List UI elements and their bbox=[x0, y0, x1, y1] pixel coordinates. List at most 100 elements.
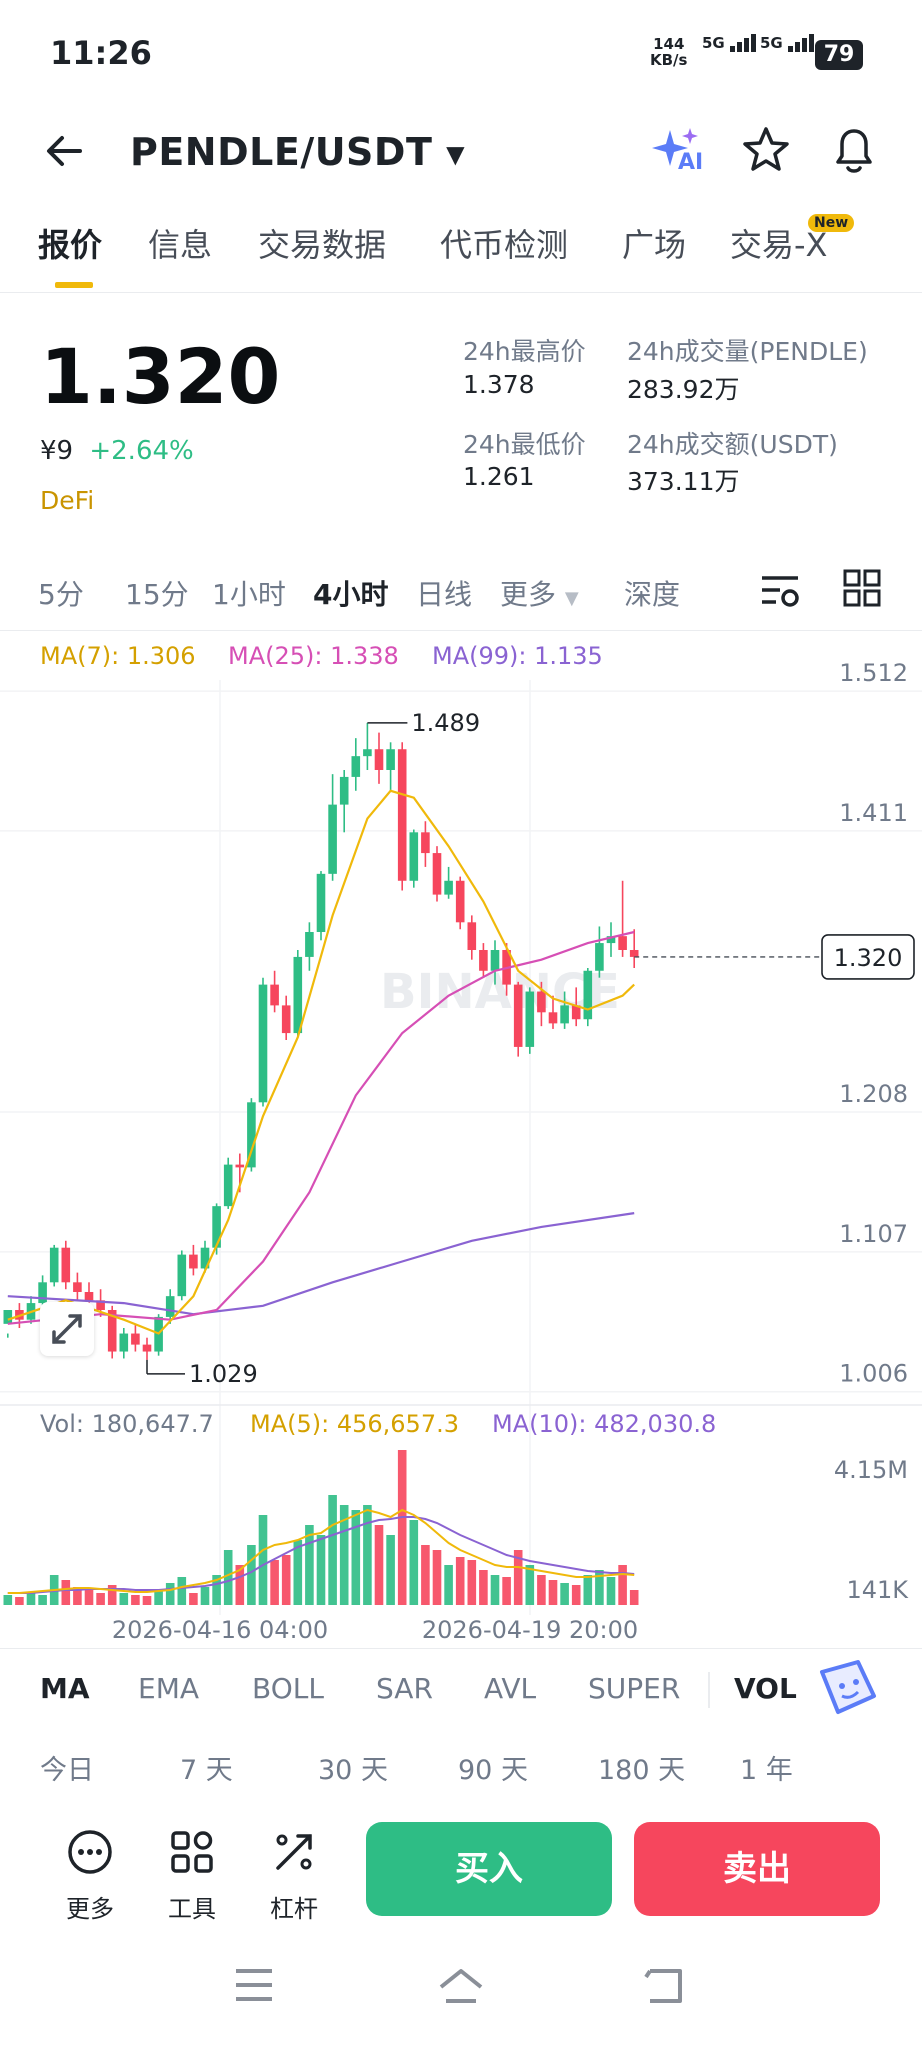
category-tag[interactable]: DeFi bbox=[40, 486, 95, 515]
sell-button[interactable]: 卖出 bbox=[634, 1822, 880, 1916]
pair-title[interactable]: PENDLE/USDT ▼ bbox=[130, 130, 466, 174]
interval-1h[interactable]: 1小时 bbox=[212, 578, 286, 611]
volume-bar bbox=[154, 1590, 163, 1605]
back-nav-icon[interactable] bbox=[642, 1965, 686, 2018]
y-tick-label: 1.208 bbox=[839, 1080, 908, 1108]
volume-bar bbox=[247, 1545, 256, 1605]
perf-90d[interactable]: 90 天 bbox=[458, 1755, 528, 1786]
volume-bar bbox=[606, 1577, 616, 1605]
candle-body bbox=[73, 1282, 82, 1292]
tab-info[interactable]: 信息 bbox=[148, 226, 213, 264]
candle-body bbox=[397, 749, 407, 881]
bell-icon[interactable] bbox=[828, 122, 880, 178]
buy-button[interactable]: 买入 bbox=[366, 1822, 612, 1916]
indicator-ema[interactable]: EMA bbox=[138, 1672, 200, 1705]
candle-body bbox=[455, 880, 465, 923]
volume-bar bbox=[583, 1575, 593, 1605]
candle-body bbox=[513, 984, 523, 1047]
current-price-label: 1.320 bbox=[834, 944, 903, 972]
net-speed: 144 KB/s bbox=[650, 35, 688, 69]
low-label: 24h最低价 bbox=[463, 430, 586, 459]
tab-token-check[interactable]: 代币检测 bbox=[440, 226, 569, 264]
low-value: 1.261 bbox=[463, 462, 535, 491]
perf-180d[interactable]: 180 天 bbox=[598, 1755, 686, 1786]
candle-body bbox=[258, 984, 268, 1103]
candle-body bbox=[223, 1164, 233, 1207]
volume-bar bbox=[212, 1575, 221, 1605]
fullscreen-icon[interactable] bbox=[40, 1302, 94, 1356]
indicator-avl[interactable]: AVL bbox=[484, 1672, 537, 1705]
candle-body bbox=[61, 1247, 71, 1283]
volume-bar bbox=[73, 1587, 82, 1605]
volume-bar bbox=[537, 1575, 546, 1605]
candle-body bbox=[96, 1300, 105, 1310]
more-button[interactable]: 更多 bbox=[50, 1828, 130, 1924]
candle-body bbox=[119, 1333, 129, 1352]
volume-bar bbox=[142, 1596, 152, 1605]
grid-layout-icon[interactable] bbox=[842, 568, 882, 608]
interval-5m[interactable]: 5分 bbox=[38, 578, 84, 611]
ai-sparkle-icon[interactable]: AI bbox=[650, 124, 708, 180]
volume-bar bbox=[618, 1565, 627, 1605]
interval-4h[interactable]: 4小时 bbox=[313, 578, 389, 611]
interval-depth[interactable]: 深度 bbox=[624, 578, 681, 611]
perf-7d[interactable]: 7 天 bbox=[180, 1755, 233, 1786]
divider bbox=[0, 1648, 922, 1649]
star-icon[interactable] bbox=[740, 124, 792, 176]
indicator-sar[interactable]: SAR bbox=[376, 1672, 433, 1705]
indicator-super[interactable]: SUPER bbox=[588, 1672, 681, 1705]
perf-1y[interactable]: 1 年 bbox=[740, 1755, 793, 1786]
amount-label: 24h成交额(USDT) bbox=[627, 430, 838, 459]
tab-square[interactable]: 广场 bbox=[622, 226, 687, 264]
candle-body bbox=[339, 776, 349, 805]
volume-bar bbox=[189, 1593, 198, 1605]
tab-trade-data[interactable]: 交易数据 bbox=[258, 226, 387, 264]
interval-15m[interactable]: 15分 bbox=[125, 578, 189, 611]
interval-more[interactable]: 更多 ▼ bbox=[500, 578, 579, 611]
new-badge: New bbox=[808, 214, 855, 232]
perf-today[interactable]: 今日 bbox=[40, 1755, 94, 1786]
candle-body bbox=[165, 1296, 175, 1317]
candle-body bbox=[467, 922, 477, 950]
volume-bar bbox=[513, 1550, 523, 1605]
candle-body bbox=[618, 936, 627, 950]
interval-1d[interactable]: 日线 bbox=[416, 578, 473, 611]
volume-bar bbox=[386, 1535, 395, 1605]
price-change: +2.64% bbox=[89, 436, 194, 466]
tab-quote[interactable]: 报价 bbox=[38, 226, 103, 264]
chart-grid bbox=[0, 680, 922, 1615]
indicator-ma[interactable]: MA bbox=[40, 1672, 90, 1705]
indicator-boll[interactable]: BOLL bbox=[252, 1672, 324, 1705]
volume-bar bbox=[165, 1583, 175, 1605]
price-cny: ¥9 bbox=[40, 436, 74, 466]
tools-button[interactable]: 工具 bbox=[152, 1828, 232, 1924]
volume-bar bbox=[560, 1583, 569, 1605]
menu-nav-icon[interactable] bbox=[232, 1965, 276, 2016]
candle-body bbox=[189, 1254, 198, 1269]
candle-body bbox=[328, 804, 337, 874]
indicator-vol[interactable]: VOL bbox=[734, 1672, 797, 1705]
home-nav-icon[interactable] bbox=[436, 1965, 486, 2018]
battery-indicator: 79 bbox=[815, 40, 863, 70]
volume-bar bbox=[351, 1510, 361, 1605]
tab-trade-x[interactable]: 交易-X bbox=[730, 226, 828, 264]
leverage-button[interactable]: 杠杆 bbox=[254, 1828, 334, 1924]
back-arrow-icon[interactable] bbox=[40, 126, 90, 176]
volume-bar bbox=[3, 1595, 13, 1605]
amount-value: 373.11万 bbox=[627, 467, 740, 496]
chart-settings-icon[interactable] bbox=[758, 568, 802, 612]
volume-bar bbox=[107, 1585, 117, 1605]
vol-tick-label: 141K bbox=[846, 1576, 909, 1604]
top-header: PENDLE/USDT ▼ AI bbox=[0, 110, 922, 200]
volume-bar bbox=[629, 1590, 639, 1605]
legend-ma25: MA(25): 1.338 bbox=[228, 642, 399, 670]
x-axis-label: 2026-04-19 20:00 bbox=[422, 1616, 638, 1640]
candle-body bbox=[583, 970, 593, 1020]
legend-vol: Vol: 180,647.7 bbox=[40, 1410, 214, 1438]
more-dots-icon bbox=[50, 1828, 130, 1889]
volume-bar bbox=[397, 1450, 407, 1605]
volume-bar bbox=[421, 1545, 430, 1605]
assistant-bot-icon[interactable] bbox=[808, 1652, 884, 1728]
perf-30d[interactable]: 30 天 bbox=[318, 1755, 388, 1786]
